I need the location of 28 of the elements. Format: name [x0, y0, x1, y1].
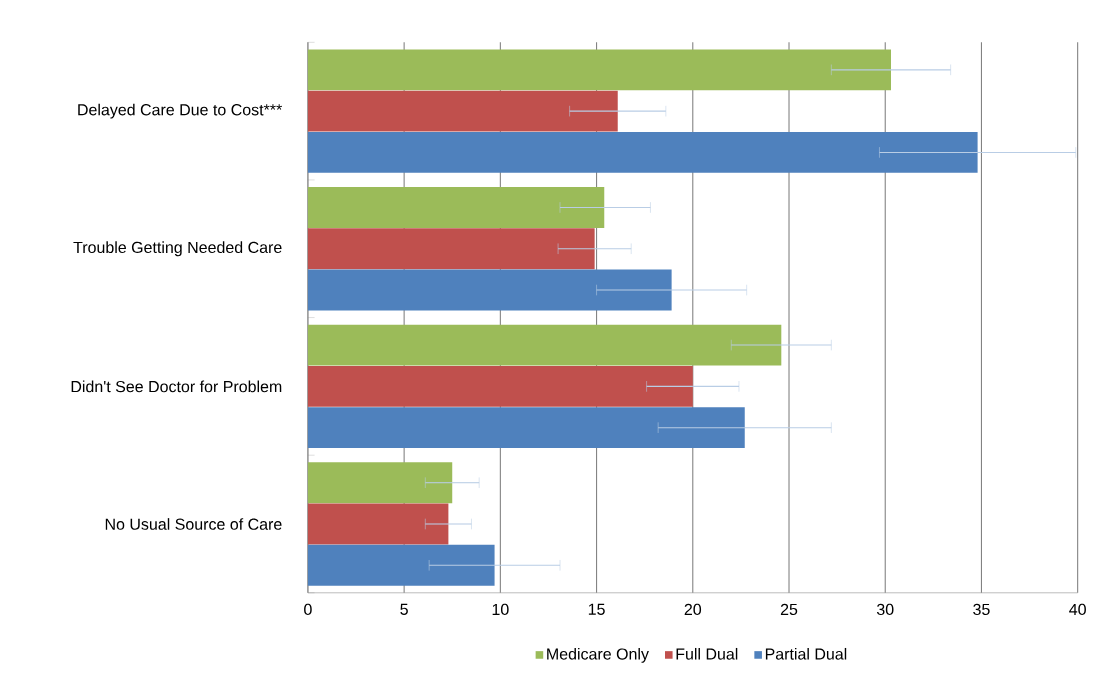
bar [307, 90, 618, 132]
bar [307, 132, 978, 173]
bar [307, 503, 449, 545]
bar [307, 269, 672, 311]
bar [307, 462, 453, 504]
y-tick-label: Didn't See Doctor for Problem [71, 380, 282, 393]
x-tick-label: 25 [780, 603, 798, 616]
x-tick-label: 20 [684, 603, 702, 616]
bar [307, 187, 605, 229]
y-tick-label: No Usual Source of Care [105, 518, 282, 530]
legend-label: Full Dual [676, 648, 738, 660]
legend-label: Partial Dual [765, 648, 847, 660]
legend-label: Medicare Only [547, 648, 649, 663]
y-tick-label: Trouble Getting Needed Care [73, 241, 282, 257]
x-tick-label: 35 [973, 603, 990, 616]
x-tick-label: 0 [304, 603, 312, 616]
x-tick-label: 30 [876, 603, 894, 616]
bar [307, 407, 745, 449]
bar [307, 324, 782, 366]
x-tick-label: 40 [1069, 603, 1086, 616]
x-tick-label: 15 [588, 603, 605, 615]
x-tick-label: 5 [400, 603, 408, 615]
y-tick-label: Delayed Care Due to Cost*** [78, 103, 283, 119]
bar [307, 366, 693, 407]
x-tick-label: 10 [492, 603, 509, 616]
bar [307, 544, 495, 586]
bar [307, 228, 595, 270]
bar [307, 49, 891, 91]
